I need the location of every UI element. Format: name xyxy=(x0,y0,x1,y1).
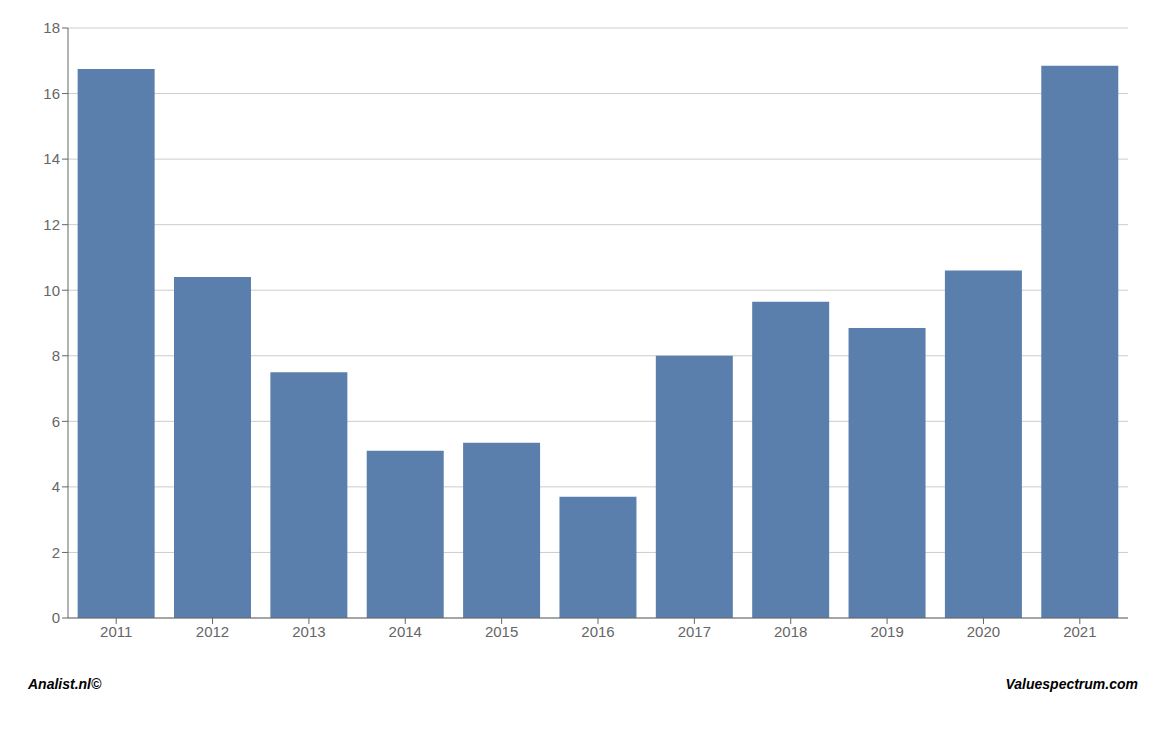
svg-text:4: 4 xyxy=(52,478,60,495)
svg-text:2021: 2021 xyxy=(1063,623,1096,640)
svg-text:12: 12 xyxy=(43,216,60,233)
svg-text:2011: 2011 xyxy=(100,623,132,640)
svg-text:18: 18 xyxy=(43,19,60,36)
svg-text:2018: 2018 xyxy=(774,623,807,640)
svg-text:14: 14 xyxy=(43,150,60,167)
svg-text:2012: 2012 xyxy=(196,623,229,640)
svg-text:2017: 2017 xyxy=(678,623,711,640)
svg-text:2: 2 xyxy=(52,544,60,561)
svg-text:6: 6 xyxy=(52,413,60,430)
svg-text:10: 10 xyxy=(43,282,60,299)
html-text:Valuespectrum.com: Valuespectrum.com xyxy=(1005,676,1138,692)
svg-text:2020: 2020 xyxy=(967,623,1000,640)
svg-text:2016: 2016 xyxy=(581,623,614,640)
svg-text:2014: 2014 xyxy=(389,623,422,640)
svg-text:2019: 2019 xyxy=(870,623,903,640)
svg-text:0: 0 xyxy=(52,609,60,626)
html-text:Analist.nl©: Analist.nl© xyxy=(28,676,102,692)
svg-text:16: 16 xyxy=(43,85,60,102)
svg-text:8: 8 xyxy=(52,347,60,364)
svg-text:2015: 2015 xyxy=(485,623,518,640)
svg-text:2013: 2013 xyxy=(292,623,325,640)
